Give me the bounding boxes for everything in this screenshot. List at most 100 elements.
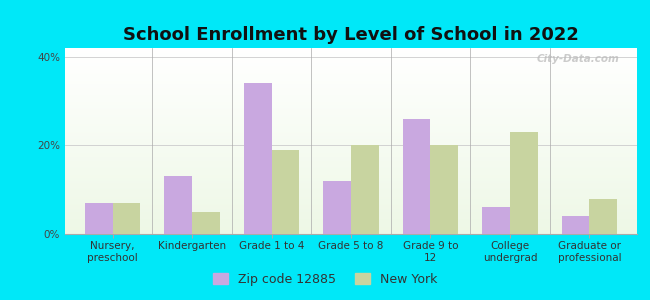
Bar bbox=[65, 193, 637, 194]
Bar bbox=[510, 132, 538, 234]
Bar bbox=[65, 100, 637, 101]
Bar bbox=[65, 230, 637, 231]
Bar bbox=[65, 192, 637, 193]
Bar bbox=[65, 78, 637, 79]
Bar bbox=[590, 199, 617, 234]
Bar bbox=[65, 80, 637, 81]
Bar bbox=[65, 166, 637, 167]
Text: City-Data.com: City-Data.com bbox=[537, 54, 620, 64]
Bar bbox=[65, 49, 637, 50]
Bar bbox=[65, 176, 637, 177]
Bar bbox=[65, 150, 637, 151]
Bar bbox=[65, 164, 637, 165]
Bar bbox=[65, 170, 637, 171]
Bar bbox=[65, 123, 637, 124]
Bar bbox=[430, 146, 458, 234]
Bar bbox=[65, 229, 637, 230]
Bar bbox=[65, 200, 637, 202]
Bar bbox=[65, 73, 637, 74]
Bar bbox=[65, 169, 637, 170]
Bar bbox=[65, 171, 637, 172]
Bar bbox=[65, 104, 637, 105]
Bar bbox=[65, 50, 637, 51]
Bar bbox=[65, 186, 637, 187]
Bar bbox=[65, 179, 637, 180]
Bar bbox=[65, 48, 637, 49]
Bar bbox=[65, 119, 637, 120]
Bar bbox=[65, 157, 637, 158]
Bar bbox=[65, 152, 637, 153]
Bar bbox=[65, 224, 637, 225]
Bar bbox=[65, 112, 637, 113]
Bar bbox=[65, 144, 637, 145]
Bar bbox=[65, 167, 637, 168]
Bar bbox=[85, 203, 112, 234]
Bar bbox=[65, 145, 637, 146]
Bar bbox=[65, 128, 637, 129]
Bar bbox=[65, 189, 637, 190]
Bar bbox=[65, 122, 637, 123]
Bar bbox=[65, 197, 637, 198]
Bar bbox=[244, 83, 272, 234]
Bar bbox=[65, 75, 637, 76]
Bar bbox=[562, 216, 590, 234]
Bar bbox=[65, 218, 637, 219]
Bar bbox=[65, 165, 637, 166]
Bar bbox=[65, 53, 637, 54]
Bar bbox=[65, 97, 637, 98]
Bar bbox=[65, 68, 637, 69]
Bar bbox=[65, 149, 637, 150]
Bar bbox=[65, 127, 637, 128]
Bar bbox=[65, 129, 637, 130]
Bar bbox=[65, 178, 637, 179]
Bar bbox=[65, 194, 637, 195]
Bar bbox=[65, 232, 637, 233]
Bar bbox=[65, 113, 637, 114]
Bar bbox=[65, 52, 637, 53]
Bar bbox=[65, 227, 637, 228]
Bar bbox=[65, 63, 637, 64]
Bar bbox=[65, 191, 637, 192]
Bar bbox=[65, 79, 637, 80]
Bar bbox=[65, 231, 637, 232]
Bar bbox=[65, 215, 637, 216]
Bar bbox=[65, 99, 637, 100]
Bar bbox=[65, 143, 637, 144]
Bar bbox=[65, 72, 637, 73]
Bar bbox=[65, 213, 637, 214]
Bar bbox=[65, 65, 637, 66]
Bar bbox=[65, 102, 637, 103]
Bar bbox=[65, 116, 637, 117]
Bar bbox=[65, 223, 637, 224]
Bar bbox=[65, 110, 637, 111]
Bar bbox=[65, 168, 637, 169]
Bar bbox=[65, 204, 637, 205]
Bar bbox=[65, 206, 637, 207]
Bar bbox=[65, 124, 637, 125]
Bar bbox=[65, 51, 637, 52]
Bar bbox=[65, 159, 637, 160]
Bar bbox=[65, 211, 637, 212]
Bar bbox=[65, 220, 637, 221]
Bar bbox=[65, 95, 637, 96]
Bar bbox=[65, 69, 637, 70]
Bar bbox=[65, 221, 637, 222]
Bar bbox=[65, 64, 637, 65]
Bar bbox=[65, 151, 637, 152]
Bar bbox=[65, 71, 637, 72]
Bar bbox=[351, 146, 379, 234]
Bar bbox=[65, 202, 637, 203]
Bar bbox=[65, 155, 637, 156]
Bar bbox=[65, 54, 637, 55]
Bar bbox=[65, 162, 637, 163]
Bar bbox=[65, 138, 637, 139]
Bar bbox=[65, 114, 637, 115]
Bar bbox=[65, 96, 637, 97]
Bar bbox=[65, 207, 637, 208]
Bar bbox=[65, 183, 637, 184]
Bar bbox=[65, 88, 637, 89]
Bar bbox=[65, 228, 637, 229]
Bar bbox=[65, 139, 637, 140]
Bar bbox=[65, 199, 637, 200]
Bar bbox=[65, 66, 637, 67]
